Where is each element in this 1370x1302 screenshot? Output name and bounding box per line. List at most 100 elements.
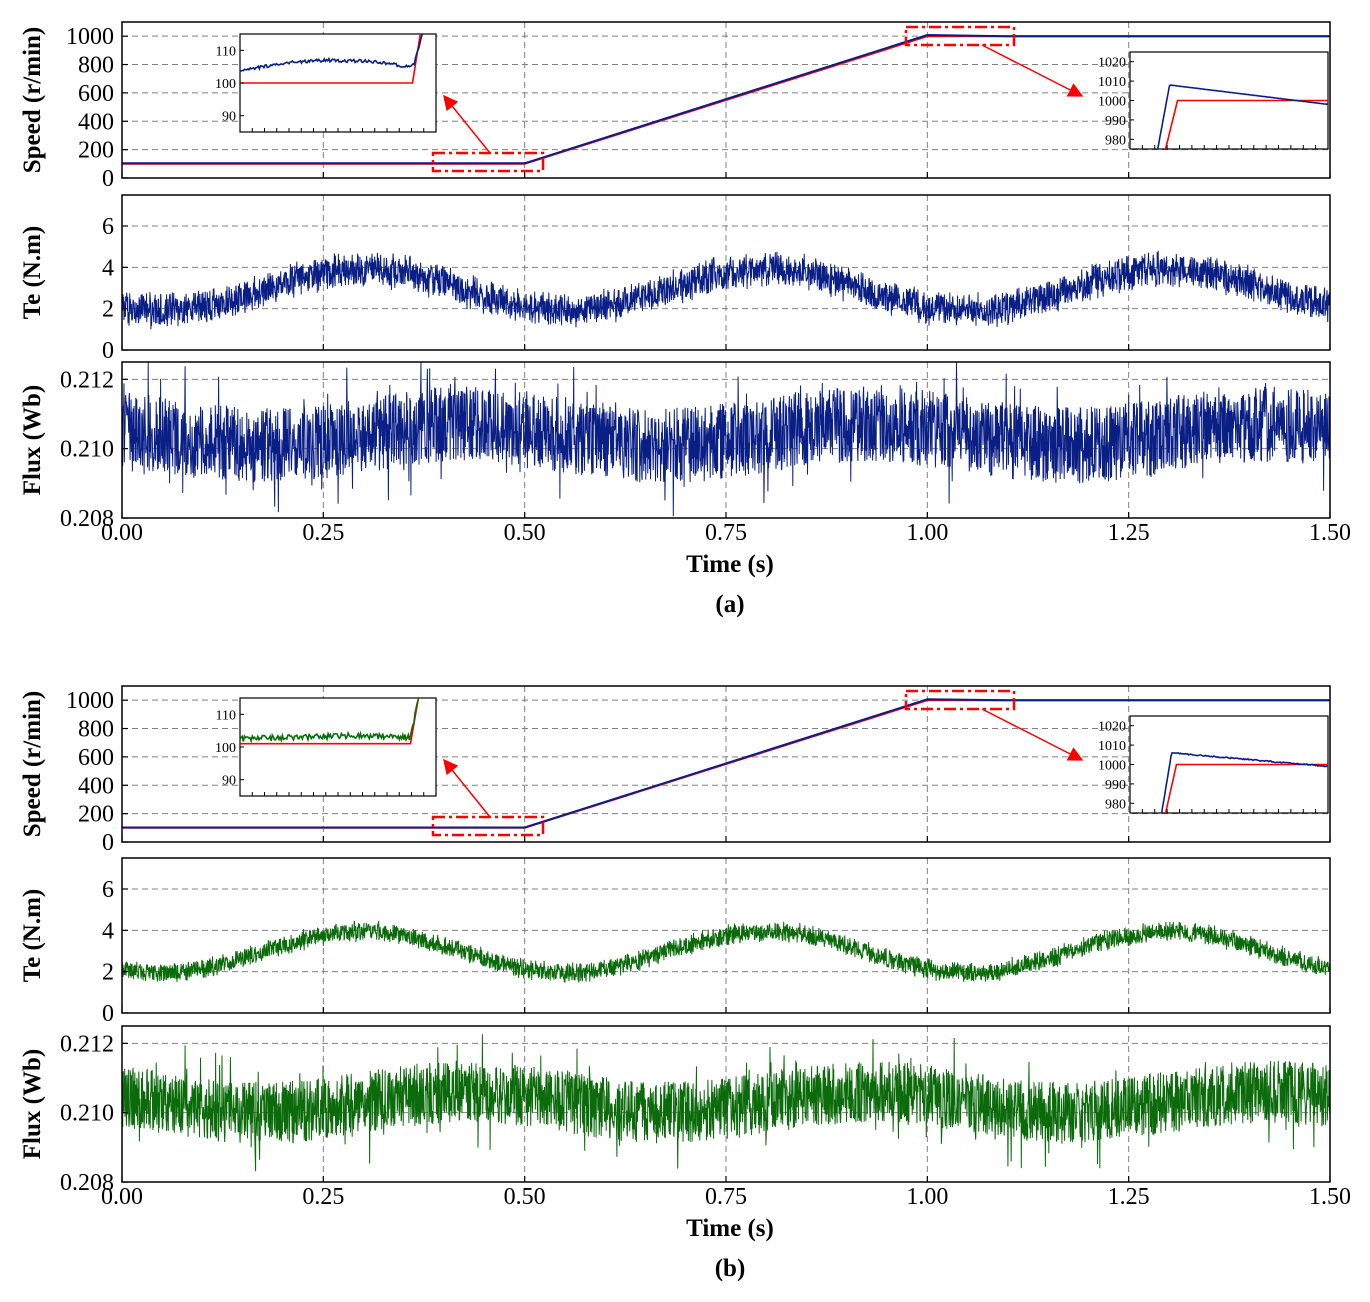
inset-left: 90 100 110 (215, 33, 437, 133)
inset-reference-line (1164, 763, 1328, 814)
inset-actual-line (1156, 84, 1329, 150)
y-axis-label: Te (N.m) (19, 889, 46, 983)
x-axis-label: Time (s) (686, 1215, 774, 1242)
inset-actual-line (239, 699, 420, 744)
x-tick-label: 0.25 (302, 520, 344, 546)
x-tick-label: 1.00 (906, 1184, 948, 1210)
y-tick-label: 0.212 (60, 367, 114, 393)
x-tick-label: 0.75 (705, 1184, 747, 1210)
x-tick-label: 1.00 (906, 520, 948, 546)
inset-y-tick-label: 1000 (1098, 95, 1126, 110)
y-axis-label: Flux (Wb) (19, 385, 46, 495)
inset-actual-line (1160, 751, 1328, 814)
inset-actual-line (239, 33, 424, 73)
inset-y-tick-label: 110 (216, 44, 236, 59)
inset-reference-line (1164, 99, 1328, 150)
zoom-arrow (981, 44, 1084, 97)
panel-torque: 0 2 4 6 Te (N.m) (19, 194, 1331, 364)
x-tick-label: 1.25 (1108, 520, 1150, 546)
zoom-region-box (431, 815, 545, 837)
y-tick-label: 0.210 (60, 1101, 114, 1127)
inset-y-tick-label: 1010 (1098, 739, 1126, 754)
y-tick-label: 600 (78, 81, 114, 107)
figure-caption: (b) (715, 1255, 746, 1282)
actual-speed-line (122, 33, 1330, 165)
inset-y-tick-label: 990 (1105, 778, 1126, 793)
inset-y-tick-label: 100 (215, 77, 236, 92)
actual-speed-line (122, 698, 1330, 829)
y-tick-label: 800 (78, 717, 114, 743)
inset-y-tick-label: 980 (1105, 797, 1126, 812)
x-tick-label: 0.75 (705, 520, 747, 546)
inset-y-tick-label: 980 (1105, 133, 1126, 148)
x-tick-label: 1.50 (1309, 520, 1351, 546)
panel-flux: 0.208 0.210 0.212 Flux (Wb) (19, 1025, 1331, 1196)
y-tick-label: 4 (102, 918, 114, 944)
x-tick-label: 0.00 (101, 1184, 143, 1210)
y-tick-label: 2 (102, 960, 114, 986)
inset-frame (239, 697, 437, 797)
y-axis-label: Te (N.m) (19, 226, 46, 320)
flux-line (121, 1034, 1331, 1172)
y-tick-label: 0.210 (60, 437, 114, 463)
y-axis-label: Speed (r/min) (19, 27, 46, 174)
y-tick-label: 1000 (66, 24, 114, 50)
inset-y-tick-label: 100 (215, 741, 236, 756)
y-tick-label: 6 (102, 214, 114, 240)
y-tick-label: 0.208 (60, 1170, 114, 1196)
x-tick-label: 0.50 (504, 520, 546, 546)
inset-y-tick-label: 990 (1105, 114, 1126, 129)
y-tick-label: 0 (102, 1001, 114, 1027)
x-axis-label: Time (s) (686, 551, 774, 578)
y-tick-label: 800 (78, 53, 114, 79)
inset-right: 980 990 1000 1010 1020 (1098, 715, 1329, 814)
torque-line (121, 250, 1331, 330)
inset-y-tick-label: 110 (216, 708, 236, 723)
y-axis-label: Speed (r/min) (19, 691, 46, 838)
figure-caption: (a) (715, 591, 744, 618)
zoom-arrow (443, 758, 491, 818)
y-tick-label: 0 (102, 830, 114, 856)
zoom-region-box (431, 151, 545, 173)
zoom-arrow (443, 94, 491, 154)
torque-line (121, 920, 1331, 983)
y-axis-label: Flux (Wb) (19, 1049, 46, 1159)
inset-y-tick-label: 1000 (1098, 759, 1126, 774)
panel-torque: 0 2 4 6 Te (N.m) (19, 857, 1331, 1027)
inset-y-tick-label: 90 (222, 110, 236, 125)
y-tick-label: 4 (102, 255, 114, 281)
y-tick-label: 400 (78, 773, 114, 799)
y-tick-label: 600 (78, 745, 114, 771)
y-tick-label: 6 (102, 877, 114, 903)
zoom-arrow (981, 708, 1084, 761)
y-tick-label: 0.208 (60, 506, 114, 532)
y-tick-label: 0 (102, 166, 114, 192)
y-tick-label: 200 (78, 802, 114, 828)
panel-flux: 0.208 0.210 0.212 Flux (Wb) (19, 361, 1331, 532)
zoom-region-box (904, 25, 1016, 47)
inset-y-tick-label: 90 (222, 774, 236, 789)
x-tick-label: 0.50 (504, 1184, 546, 1210)
inset-y-tick-label: 1020 (1098, 720, 1126, 735)
flux-line (121, 361, 1331, 517)
y-tick-label: 0 (102, 338, 114, 364)
x-tick-label: 0.25 (302, 1184, 344, 1210)
inset-right: 980 990 1000 1010 1020 (1098, 51, 1329, 150)
x-tick-label: 1.50 (1309, 1184, 1351, 1210)
y-tick-label: 400 (78, 109, 114, 135)
x-tick-label: 1.25 (1108, 1184, 1150, 1210)
y-tick-label: 200 (78, 138, 114, 164)
y-tick-label: 1000 (66, 688, 114, 714)
inset-left: 90 100 110 (215, 697, 437, 797)
inset-y-tick-label: 1010 (1098, 75, 1126, 90)
zoom-region-box (904, 689, 1016, 711)
y-tick-label: 0.212 (60, 1031, 114, 1057)
x-tick-label: 0.00 (101, 520, 143, 546)
inset-y-tick-label: 1020 (1098, 56, 1126, 71)
y-tick-label: 2 (102, 297, 114, 323)
